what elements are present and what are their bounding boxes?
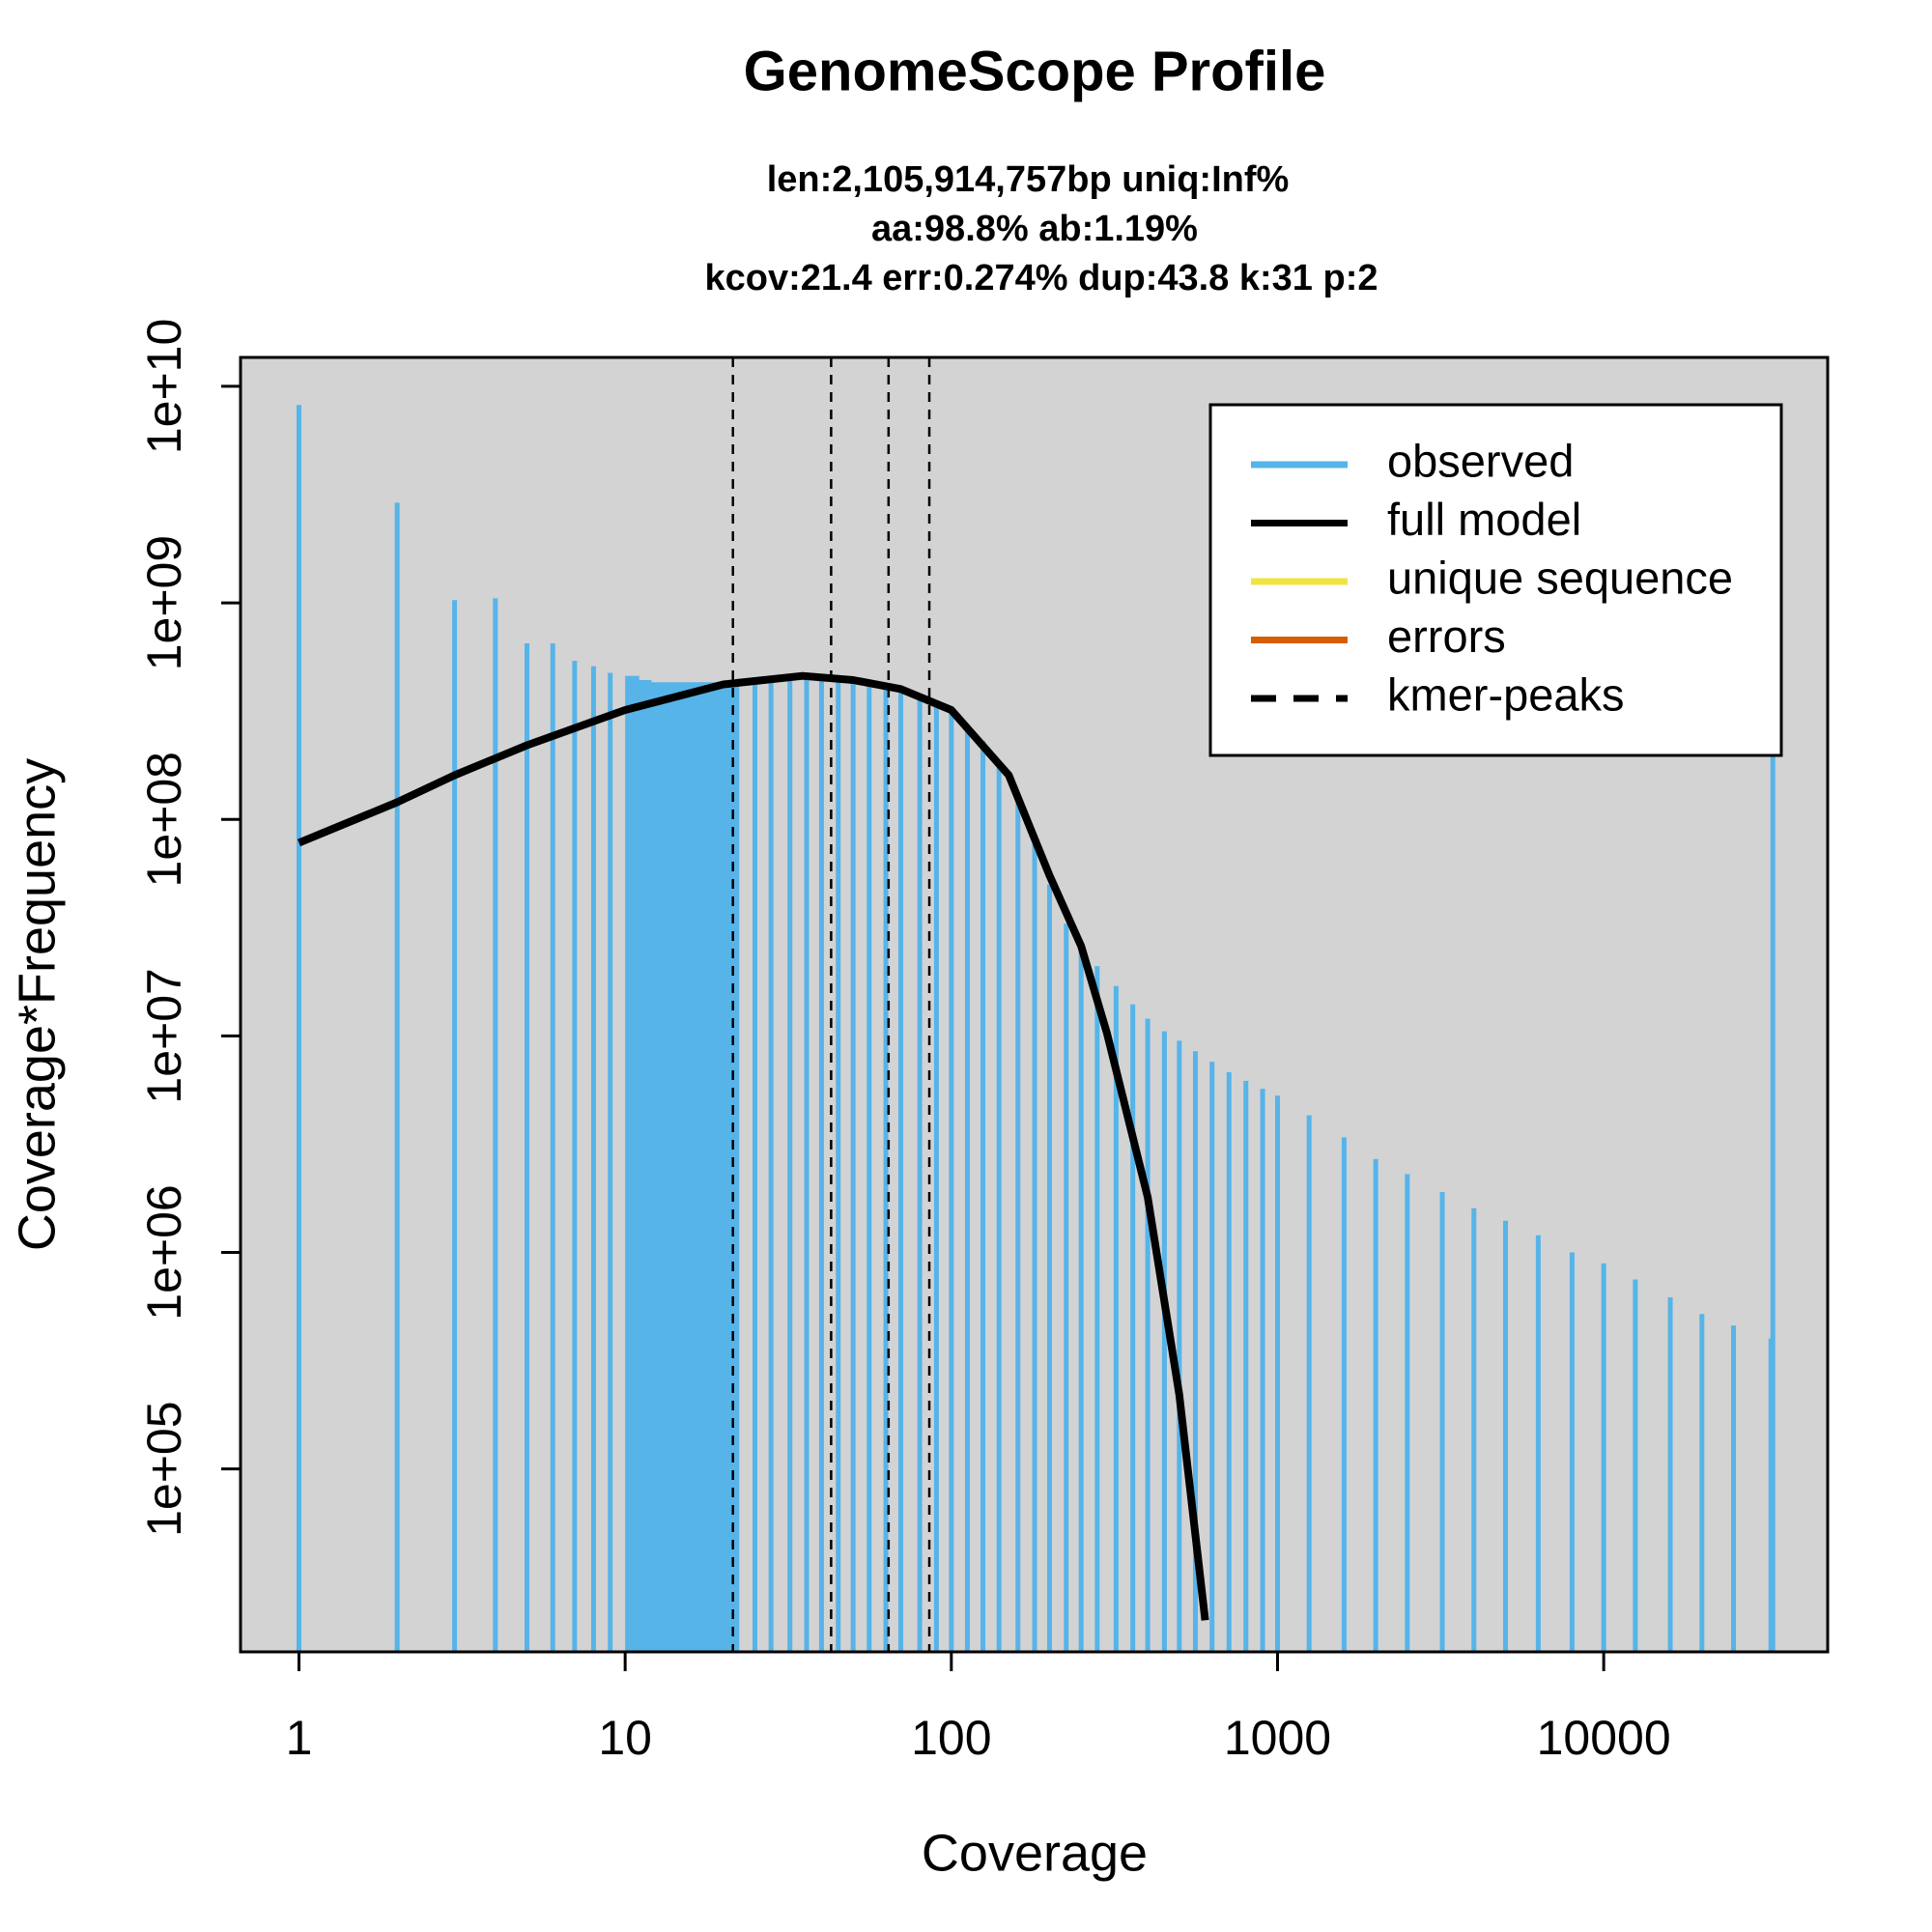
observed-bar [639, 679, 652, 1652]
observed-bar [1243, 1080, 1249, 1652]
observed-bar [625, 675, 639, 1652]
y-tick-label: 1e+06 [137, 1184, 191, 1320]
observed-bar [734, 682, 740, 1652]
observed-bar [590, 666, 596, 1652]
x-tick-label: 10 [598, 1711, 652, 1765]
observed-bar [917, 696, 923, 1652]
observed-bar [1471, 1208, 1477, 1652]
y-tick-label: 1e+09 [137, 535, 191, 670]
x-axis-label: Coverage [922, 1824, 1148, 1882]
observed-bar [898, 689, 904, 1652]
legend-label: unique sequence [1387, 552, 1733, 603]
observed-bar [525, 643, 530, 1652]
observed-bar [1046, 884, 1052, 1652]
observed-bar [1633, 1279, 1638, 1652]
observed-bar [949, 713, 954, 1652]
observed-bar [787, 675, 793, 1652]
observed-bar [1078, 946, 1084, 1652]
observed-bar [1177, 1040, 1182, 1652]
observed-bar [672, 682, 684, 1652]
observed-bar [1439, 1192, 1445, 1652]
observed-bar [572, 661, 578, 1652]
observed-bar [1130, 1004, 1136, 1652]
legend-label: observed [1387, 435, 1574, 486]
observed-bar [708, 682, 717, 1652]
observed-bar [1306, 1115, 1312, 1652]
y-tick-label: 1e+05 [137, 1401, 191, 1536]
observed-bar [964, 725, 970, 1652]
observed-bar [692, 682, 701, 1652]
x-tick-label: 10000 [1537, 1711, 1671, 1765]
observed-bar [1405, 1174, 1410, 1652]
observed-bar [753, 679, 758, 1652]
subtitle: len:2,105,914,757bp uniq:Inf% [767, 159, 1290, 200]
observed-bar [1015, 798, 1021, 1652]
observed-bar [452, 600, 458, 1652]
observed-bar [850, 679, 856, 1652]
observed-bar [1503, 1220, 1509, 1652]
observed-bar [1569, 1252, 1575, 1652]
observed-bar [1535, 1235, 1541, 1652]
observed-bar [804, 675, 810, 1652]
observed-bar [1274, 1095, 1280, 1652]
observed-bar [996, 764, 1002, 1652]
observed-bar [1064, 923, 1069, 1652]
y-axis-label: Coverage*Frequency [8, 758, 66, 1251]
observed-bar [1699, 1314, 1705, 1652]
chart-title: GenomeScope Profile [744, 40, 1326, 102]
x-tick-label: 1 [286, 1711, 313, 1765]
y-tick-label: 1e+08 [137, 752, 191, 887]
observed-bar [1770, 745, 1776, 1652]
observed-bar [1113, 985, 1119, 1652]
observed-bar [867, 682, 872, 1652]
observed-bar [1094, 966, 1100, 1652]
observed-bar [1260, 1089, 1265, 1652]
legend-label: errors [1387, 611, 1506, 662]
observed-bar [608, 672, 613, 1652]
legend-label: kmer-peaks [1387, 668, 1625, 720]
observed-bar [933, 704, 939, 1652]
observed-bar [394, 502, 400, 1652]
observed-bar [716, 682, 724, 1652]
x-tick-label: 1000 [1224, 1711, 1331, 1765]
observed-bar [768, 677, 774, 1652]
observed-bar [883, 684, 889, 1652]
observed-bar [836, 677, 841, 1652]
y-tick-label: 1e+07 [137, 968, 191, 1103]
plot-data [296, 357, 1776, 1652]
observed-bar [1192, 1051, 1198, 1652]
subtitle: kcov:21.4 err:0.274% dup:43.8 k:31 p:2 [704, 258, 1378, 298]
plot-frame [239, 355, 1830, 1654]
observed-bar [1226, 1071, 1232, 1652]
observed-bar [1209, 1062, 1215, 1652]
legend: observed full model unique sequence errors k… [1251, 435, 1733, 720]
observed-bar [296, 405, 301, 1652]
observed-bar [699, 682, 709, 1652]
subtitle: aa:98.8% ab:1.19% [871, 209, 1198, 249]
observed-bar [980, 741, 986, 1652]
observed-bar [650, 682, 664, 1652]
observed-bar [1667, 1297, 1673, 1652]
observed-bar [682, 682, 693, 1652]
observed-bar [1161, 1031, 1167, 1652]
full-model-line [297, 671, 1209, 1621]
y-tick-label: 1e+10 [137, 319, 191, 454]
observed-bar [818, 675, 824, 1652]
x-tick-label: 100 [911, 1711, 991, 1765]
observed-bar [662, 682, 674, 1652]
observed-bar [1601, 1263, 1606, 1652]
observed-bar [1032, 839, 1037, 1652]
observed-bar [1731, 1325, 1737, 1652]
legend-label: full model [1387, 494, 1581, 545]
observed-bar [493, 598, 498, 1652]
observed-bar [1341, 1137, 1347, 1652]
observed-bar [1145, 1018, 1151, 1652]
observed-bar [550, 643, 555, 1652]
observed-bar [1373, 1158, 1378, 1652]
